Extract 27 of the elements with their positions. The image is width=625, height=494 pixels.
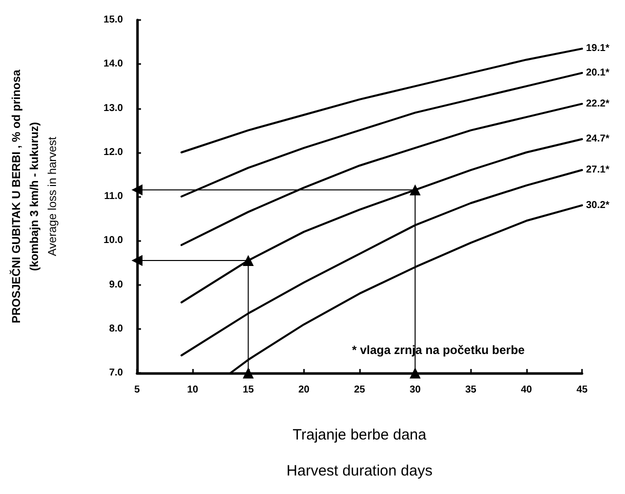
y-tick-label: 15.0 <box>104 14 124 26</box>
y-tick-label: 10.0 <box>104 235 124 246</box>
series-label: 22.2* <box>586 98 610 110</box>
x-tick-label: 35 <box>465 384 477 396</box>
text: Trajanje berbe dana Harvest duration days <box>286 426 432 480</box>
x-tick-label: 40 <box>520 384 532 396</box>
series-label: 24.7* <box>586 134 610 145</box>
y-tick-label: 14.0 <box>104 58 124 70</box>
x-tick-label: 15 <box>242 384 254 396</box>
line-series <box>180 48 583 154</box>
x-tick-label: 45 <box>576 384 588 396</box>
y-axis-title: PROSJEČNI GUBITAK U BERBI , % od prinosa (kombajn 3 km/h - kukuruz) Average loss in harvest <box>9 69 59 324</box>
y-tick-label: 11.0 <box>104 191 124 202</box>
series-label: 30.2* <box>586 200 610 211</box>
y-tick-label: 13.0 <box>104 102 124 114</box>
y-tick-label: 12.0 <box>104 146 124 158</box>
y-tick-label: 7.0 <box>109 368 124 378</box>
x-tick-label: 20 <box>298 384 310 396</box>
y-tick-label: 8.0 <box>109 323 124 334</box>
series-label: 19.1* <box>586 43 610 54</box>
x-tick-label: 5 <box>134 384 140 396</box>
x-tick-label: 25 <box>354 384 366 396</box>
x-tick-label: 30 <box>410 384 422 396</box>
x-tick-label: 10 <box>187 384 199 396</box>
series-label: 27.1* <box>586 164 610 176</box>
y-tick-label: 9.0 <box>109 279 124 290</box>
series-label: 20.1* <box>586 67 610 78</box>
